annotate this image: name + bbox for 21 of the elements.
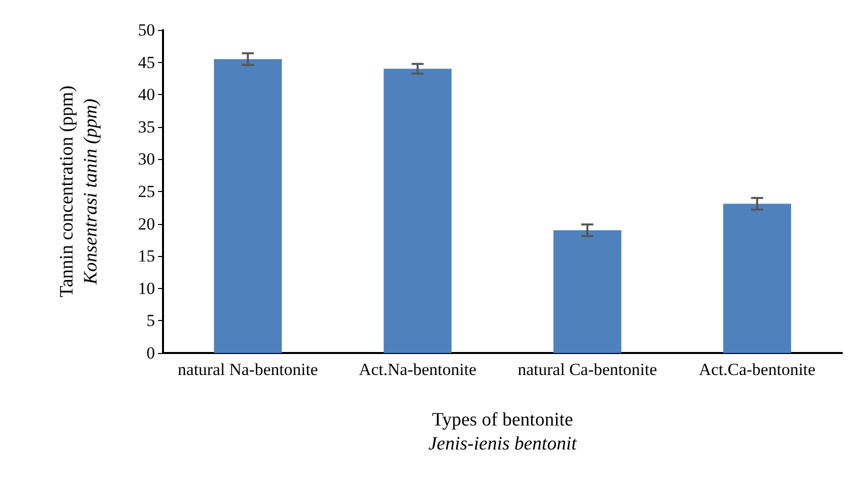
y-tick-label: 15 — [138, 246, 155, 266]
bar — [214, 59, 282, 353]
y-tick-label: 20 — [138, 214, 155, 234]
y-tick-label: 5 — [146, 311, 155, 330]
x-axis-title: Types of bentonite Jenis-ienis bentonit — [428, 410, 578, 454]
y-axis-title: Tannin concentration (ppm) Konsentrasi tanin (ppm) — [56, 86, 102, 298]
y-tick-label: 45 — [138, 52, 155, 72]
y-tick-label: 30 — [138, 150, 155, 169]
y-tick-label: 10 — [138, 278, 155, 298]
y-tick-label: 35 — [138, 117, 155, 136]
x-tick-label: natural Ca-bentonite — [518, 360, 658, 379]
y-tick-label: 40 — [138, 85, 155, 104]
x-tick-label: Act.Na-bentonite — [358, 360, 476, 379]
bar — [723, 204, 792, 353]
x-tick-label: natural Na-bentonite — [178, 360, 318, 379]
y-tick-label: 25 — [138, 182, 155, 201]
bar — [384, 68, 452, 353]
y-tick-label: 50 — [138, 20, 155, 40]
x-tick-label: Act.Ca-bentonite — [698, 360, 816, 379]
bar — [553, 230, 622, 353]
y-tick-label: 0 — [146, 344, 155, 362]
